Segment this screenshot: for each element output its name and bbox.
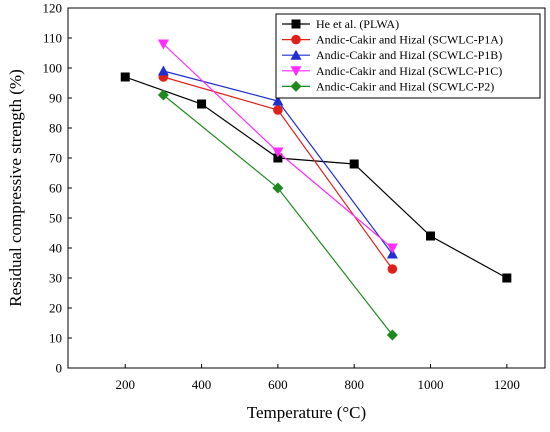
legend-label: Andic-Cakir and Hizal (SCWLC-P1A) [316,33,503,47]
legend-marker [290,80,302,92]
series-line [125,76,508,279]
y-tick-label: 20 [49,301,62,316]
series-layer [120,39,512,341]
y-tick-label: 100 [43,61,63,76]
data-point [502,273,512,283]
series-line [163,94,393,336]
data-point [120,72,130,82]
legend-item: Andic-Cakir and Hizal (SCWLC-P1A) [282,33,503,47]
legend-label: Andic-Cakir and Hizal (SCWLC-P2) [316,79,494,93]
legend: He et al. (PLWA) Andic-Cakir and Hizal (S… [275,13,541,99]
data-point [386,329,398,341]
y-tick-label: 50 [49,211,62,226]
y-tick-label: 120 [43,1,63,16]
data-point [197,99,207,109]
data-point [273,105,283,115]
y-axis-label: Residual compressive strength (%) [6,69,25,306]
series-1 [120,72,512,283]
y-tick-label: 10 [49,331,62,346]
data-point [272,95,284,106]
legend-box [275,13,541,99]
legend-marker [291,19,301,29]
y-tick-label: 80 [49,121,62,136]
data-point [157,65,169,76]
data-point [426,231,436,241]
data-point [386,243,398,254]
x-tick-label: 200 [115,377,135,392]
legend-marker [291,34,301,45]
legend-item: Andic-Cakir and Hizal (SCWLC-P1B) [282,48,502,62]
legend-marker [290,66,302,77]
y-tick-label: 0 [56,361,63,376]
y-tick-label: 110 [43,31,62,46]
data-point [157,89,169,101]
y-tick-label: 90 [49,91,62,106]
data-point [272,182,284,194]
series-5 [157,89,398,341]
data-point [157,39,169,50]
legend-item: Andic-Cakir and Hizal (SCWLC-P2) [282,79,494,93]
legend-marker [290,49,302,60]
legend-item: He et al. (PLWA) [282,17,399,31]
data-point [273,153,283,163]
x-tick-label: 800 [344,377,364,392]
y-tick-label: 30 [49,271,62,286]
y-tick-label: 40 [49,241,62,256]
legend-item: Andic-Cakir and Hizal (SCWLC-P1C) [282,64,502,78]
legend-label: He et al. (PLWA) [316,17,399,31]
x-tick-label: 1200 [494,377,520,392]
x-axis-label: Temperature (°C) [247,403,366,422]
data-point [349,159,359,169]
x-axis: 200 400 600 800 1000 1200 [115,364,520,392]
y-tick-label: 60 [49,181,62,196]
data-point [272,147,284,158]
x-tick-label: 400 [192,377,212,392]
y-tick-label: 70 [49,151,62,166]
x-tick-label: 1000 [418,377,444,392]
legend-label: Andic-Cakir and Hizal (SCWLC-P1C) [316,64,502,78]
series-4 [157,39,398,254]
y-axis: 0 10 20 30 40 50 60 70 80 90 100 110 120 [43,1,72,376]
legend-label: Andic-Cakir and Hizal (SCWLC-P1B) [316,48,502,62]
x-tick-label: 600 [268,377,288,392]
data-point [387,264,398,274]
